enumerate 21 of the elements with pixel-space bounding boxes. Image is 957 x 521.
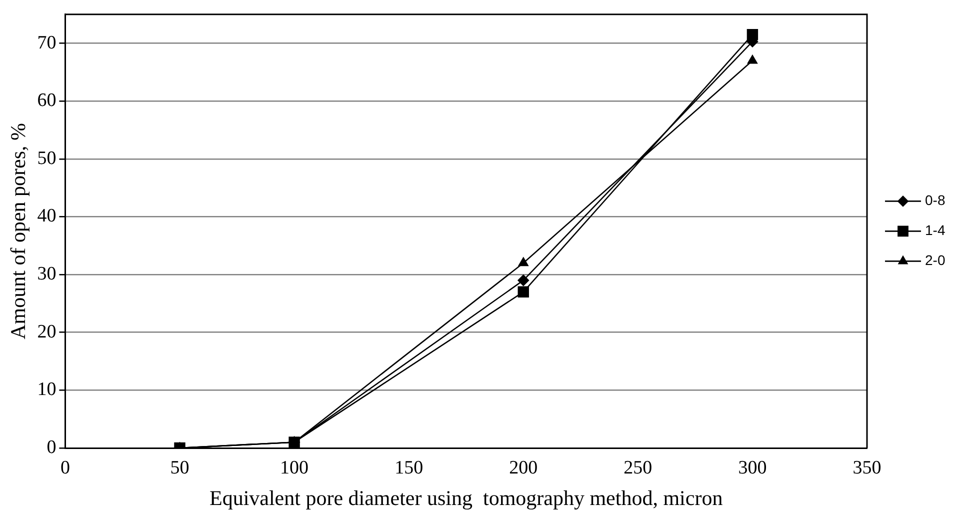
x-tick-label: 150 [394,457,424,478]
y-tick-label: 10 [37,379,56,400]
legend-label: 1-4 [925,222,946,238]
y-tick-label: 20 [37,321,56,342]
x-tick-label: 0 [60,457,70,478]
x-tick-label: 50 [170,457,190,478]
x-tick-label: 250 [624,457,652,478]
legend-label: 0-8 [925,192,946,208]
x-tick-label: 200 [509,457,538,478]
y-tick-label: 30 [37,264,56,285]
y-tick-label: 60 [37,90,56,112]
y-axis-title: Amount of open pores, % [6,123,30,340]
x-axis-title: Equivalent pore diameter using tomography method, micron [209,486,724,510]
y-tick-label: 70 [37,32,56,54]
x-tick-label: 300 [738,457,767,478]
x-tick-label: 350 [852,457,882,478]
x-tick-label: 100 [280,457,309,478]
y-tick-label: 50 [37,148,56,169]
y-tick-label: 0 [46,436,56,458]
y-tick-label: 40 [37,206,56,227]
legend-label: 2-0 [925,252,946,268]
